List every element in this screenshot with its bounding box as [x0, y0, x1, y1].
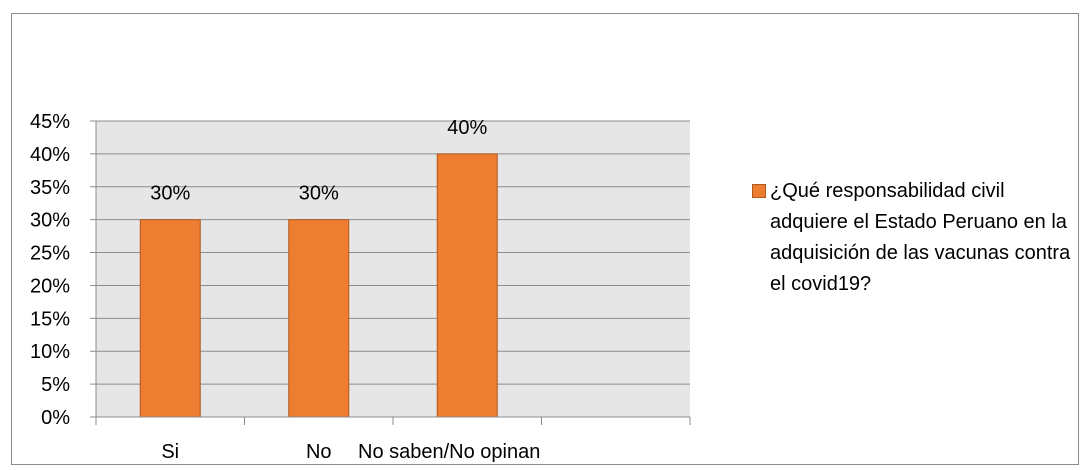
axes	[95, 121, 691, 425]
y-tick-label: 0%	[41, 407, 70, 429]
x-tick-label: No	[306, 441, 332, 463]
y-tick-label: 40%	[30, 144, 70, 166]
y-axis-tick-labels: 0% 5% 10% 15% 20% 25% 30% 35% 40% 45%	[30, 111, 70, 429]
data-labels: 30% 30% 40%	[150, 117, 487, 205]
data-label: 30%	[150, 183, 190, 205]
data-label: 30%	[299, 183, 339, 205]
y-tick-label: 30%	[30, 210, 70, 232]
legend-entry-label: ¿Qué responsabilidad civil adquiere el E…	[770, 180, 1071, 295]
x-tick-label: Si	[161, 441, 179, 463]
y-tick-label: 25%	[30, 243, 70, 265]
x-tick-label: No saben/No opinan	[358, 441, 540, 463]
legend: ¿Qué responsabilidad civil adquiere el E…	[752, 176, 1082, 300]
y-tick-label: 15%	[30, 308, 70, 330]
y-tick-label: 5%	[41, 374, 70, 396]
x-axis-tick-labels: Si No No saben/No opinan	[161, 441, 540, 463]
y-tick-label: 35%	[30, 177, 70, 199]
bars	[139, 153, 498, 418]
y-tick-label: 45%	[30, 111, 70, 133]
y-tick-label: 20%	[30, 275, 70, 297]
data-label: 40%	[447, 117, 487, 139]
bar	[436, 153, 498, 418]
bar	[139, 219, 201, 418]
legend-swatch	[752, 184, 766, 198]
y-tick-label: 10%	[30, 341, 70, 363]
bar	[288, 219, 350, 418]
